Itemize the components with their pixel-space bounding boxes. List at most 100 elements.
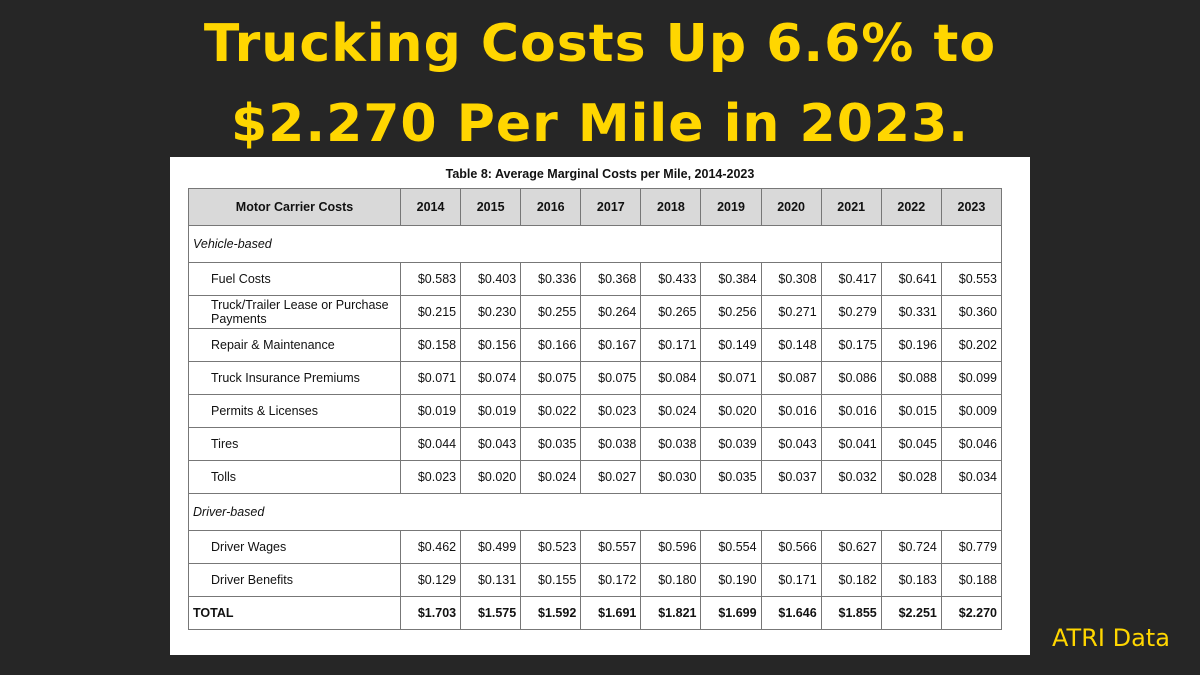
cell: $0.023 [580, 394, 642, 428]
section-row: Vehicle-based [188, 225, 1002, 263]
cell: $0.086 [820, 361, 882, 395]
cell: $1.646 [760, 596, 822, 630]
cell: $0.075 [580, 361, 642, 395]
cell: $0.166 [520, 328, 582, 362]
cell: $0.009 [940, 394, 1003, 428]
row-label: Fuel Costs [188, 262, 401, 296]
cell: $0.015 [880, 394, 942, 428]
cost-table: Motor Carrier Costs 2014 2015 2016 2017 2018 2… [188, 188, 1003, 630]
title-line: $2.270 Per Mile in 2023. [230, 94, 970, 154]
row-label: Driver Wages [188, 530, 401, 564]
row-label: Truck Insurance Premiums [188, 361, 401, 395]
table-row: Truck Insurance Premiums $0.071 $0.074 $0.0… [188, 361, 1003, 395]
section-label: Driver-based [188, 493, 1002, 531]
table-row: Driver Benefits $0.129 $0.131 $0.155 $0.172 $… [188, 563, 1003, 597]
table-row: Truck/Trailer Lease or Purchase Payments… [188, 295, 1003, 329]
cell: $1.855 [820, 596, 882, 630]
section-label: Vehicle-based [188, 225, 1002, 263]
cell: $0.024 [520, 460, 582, 494]
column-header: 2019 [700, 188, 762, 226]
column-header: 2014 [399, 188, 462, 226]
column-header: 2016 [520, 188, 582, 226]
cell: $0.171 [640, 328, 702, 362]
cell: $0.462 [399, 530, 462, 564]
cell: $0.041 [820, 427, 882, 461]
cell: $0.724 [880, 530, 942, 564]
cell: $1.691 [580, 596, 642, 630]
cell: $0.131 [460, 563, 522, 597]
cell: $0.075 [520, 361, 582, 395]
table-row: Tires $0.044 $0.043 $0.035 $0.038 $0.038 $0.03… [188, 427, 1003, 461]
column-header: 2022 [880, 188, 942, 226]
source-label: ATRI Data [1052, 624, 1170, 652]
row-label: Truck/Trailer Lease or Purchase Payments [188, 295, 401, 329]
table-row: Permits & Licenses $0.019 $0.019 $0.022 $0.0… [188, 394, 1003, 428]
column-header: 2021 [820, 188, 882, 226]
cell: $0.020 [460, 460, 522, 494]
cell: $0.016 [760, 394, 822, 428]
cell: $0.030 [640, 460, 702, 494]
header-row: Motor Carrier Costs 2014 2015 2016 2017 2018 2… [188, 188, 1003, 226]
cell: $0.202 [940, 328, 1003, 362]
cell: $0.596 [640, 530, 702, 564]
cell: $0.043 [760, 427, 822, 461]
row-label: TOTAL [188, 596, 401, 630]
row-label: Driver Benefits [188, 563, 401, 597]
cell: $0.255 [520, 295, 582, 329]
table-row: TOTAL $1.703 $1.575 $1.592 $1.691 $1.821 $1.69… [188, 596, 1003, 630]
cell: $0.553 [940, 262, 1003, 296]
cell: $0.038 [640, 427, 702, 461]
cell: $2.251 [880, 596, 942, 630]
cell: $0.046 [940, 427, 1003, 461]
cell: $0.182 [820, 563, 882, 597]
cell: $0.043 [460, 427, 522, 461]
cell: $0.024 [640, 394, 702, 428]
cell: $0.071 [399, 361, 462, 395]
table-caption: Table 8: Average Marginal Costs per Mile… [445, 167, 755, 181]
cell: $0.045 [880, 427, 942, 461]
cell: $0.433 [640, 262, 702, 296]
cell: $0.037 [760, 460, 822, 494]
cell: $0.148 [760, 328, 822, 362]
cell: $0.230 [460, 295, 522, 329]
cell: $0.020 [700, 394, 762, 428]
cell: $1.703 [399, 596, 462, 630]
cell: $0.499 [460, 530, 522, 564]
cell: $0.523 [520, 530, 582, 564]
cell: $0.155 [520, 563, 582, 597]
cell: $0.071 [700, 361, 762, 395]
cell: $0.190 [700, 563, 762, 597]
cell: $1.821 [640, 596, 702, 630]
cell: $0.023 [399, 460, 462, 494]
cell: $0.171 [760, 563, 822, 597]
table-row: Repair & Maintenance $0.158 $0.156 $0.166 $0… [188, 328, 1003, 362]
cell: $0.087 [760, 361, 822, 395]
row-label: Repair & Maintenance [188, 328, 401, 362]
cell: $0.167 [580, 328, 642, 362]
cell: $0.019 [399, 394, 462, 428]
cell: $0.084 [640, 361, 702, 395]
cell: $0.088 [880, 361, 942, 395]
table-body: Vehicle-based Fuel Costs $0.583 $0.403 $0.33… [188, 225, 1003, 630]
cell: $0.265 [640, 295, 702, 329]
row-label: Permits & Licenses [188, 394, 401, 428]
column-header: 2017 [580, 188, 642, 226]
cell: $0.188 [940, 563, 1003, 597]
cell: $0.022 [520, 394, 582, 428]
cell: $0.034 [940, 460, 1003, 494]
cell: $0.074 [460, 361, 522, 395]
cell: $0.417 [820, 262, 882, 296]
cell: $0.032 [820, 460, 882, 494]
cell: $0.196 [880, 328, 942, 362]
cell: $0.027 [580, 460, 642, 494]
cell: $0.641 [880, 262, 942, 296]
cell: $0.099 [940, 361, 1003, 395]
cell: $0.264 [580, 295, 642, 329]
cell: $0.156 [460, 328, 522, 362]
cell: $2.270 [940, 596, 1003, 630]
cell: $0.028 [880, 460, 942, 494]
cell: $0.308 [760, 262, 822, 296]
title-line: Trucking Costs Up 6.6% to [203, 14, 997, 74]
cell: $0.172 [580, 563, 642, 597]
